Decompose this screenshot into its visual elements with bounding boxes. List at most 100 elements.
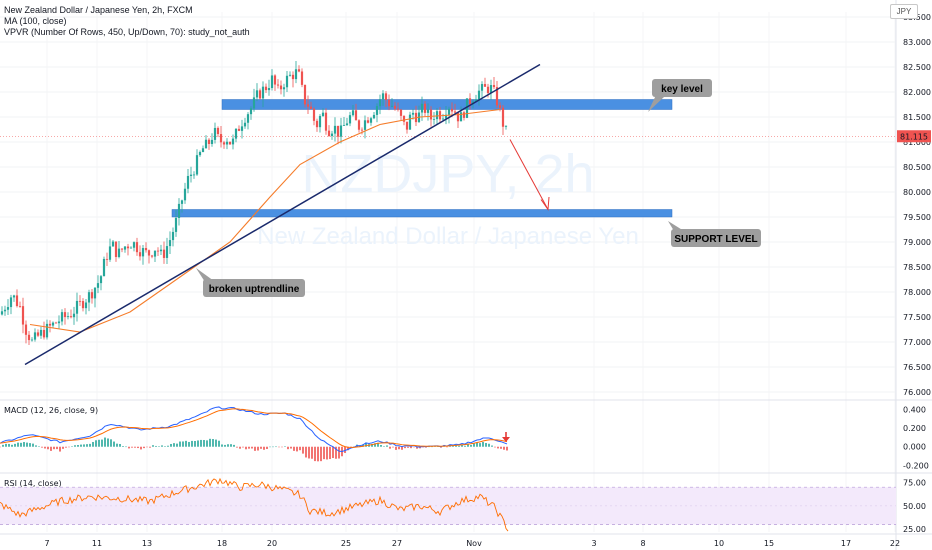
candle-body [27,334,31,341]
broken-uptrendline-callout-label: broken uptrendline [209,284,300,295]
candle-body [30,339,34,341]
candle-body [459,112,463,122]
time-axis-label: 11 [92,539,102,548]
candle-body [72,313,76,318]
macd-histogram-bar [113,441,115,447]
candle-body [150,255,154,257]
macd-histogram-bar [227,444,229,447]
macd-histogram-bar [383,446,385,447]
time-axis-label: 8 [640,539,645,548]
candle-body [492,85,496,88]
candle-body [33,332,37,340]
macd-histogram-bar [23,442,25,447]
candle-body [69,316,73,318]
macd-histogram-bar [152,445,154,447]
macd-histogram-bar [137,446,139,449]
candle-body [252,97,256,109]
rsi-axis-label: 50.00 [903,502,926,511]
macd-histogram-bar [500,446,502,449]
candle-body [309,106,313,109]
macd-histogram-bar [296,446,298,452]
time-axis-label: 15 [764,539,774,548]
candle-body [495,87,499,106]
macd-histogram-bar [323,446,325,460]
candle-body [171,231,175,241]
price-axis-label: 76.500 [903,363,931,372]
price-axis-label: 78.000 [903,288,931,297]
macd-histogram-bar [230,444,232,447]
macd-histogram-bar [212,439,214,447]
macd-histogram-bar [167,445,169,447]
candle-body [432,119,436,120]
candle-body [18,306,22,307]
macd-histogram-bar [200,439,202,447]
candle-body [111,241,115,247]
candle-body [453,111,457,113]
macd-histogram-bar [254,446,256,451]
candle-body [63,312,67,318]
candle-body [162,249,166,258]
candle-body [75,300,79,314]
candle-body [468,98,472,105]
macd-histogram-bar [233,444,235,447]
candle-body [237,128,241,131]
candle-body [174,217,178,232]
candle-body [123,246,127,250]
candle-body [348,115,352,124]
macd-histogram-bar [2,444,4,447]
time-axis-label: 17 [841,539,851,548]
macd-histogram-bar [362,444,364,447]
time-axis-label: Nov [466,539,482,548]
candle-body [153,250,157,257]
currency-button[interactable]: JPY [890,4,918,19]
macd-histogram-bar [158,446,160,447]
candle-body [246,114,250,123]
macd-histogram-bar [122,446,124,447]
candle-body [369,118,373,123]
macd-histogram-bar [488,443,490,447]
candle-body [3,309,7,312]
current-price-label: 81.115 [900,132,928,141]
time-axis-label: 27 [392,539,402,548]
macd-histogram-bar [245,446,247,450]
support-level-callout-box [671,229,761,247]
price-axis-label: 82.000 [903,88,931,97]
candle-body [477,90,481,100]
candle-body [231,138,235,145]
macd-histogram-bar [491,445,493,447]
time-axis-label: 10 [714,539,724,548]
candle-body [24,324,28,335]
candle-body [387,99,391,107]
macd-histogram-bar [314,446,316,462]
macd-histogram-bar [242,446,244,448]
macd-histogram-bar [374,443,376,447]
macd-histogram-bar [407,446,409,448]
macd-histogram-bar [110,439,112,447]
macd-histogram-bar [239,446,241,449]
candle-body [9,297,13,308]
time-axis-label: 25 [341,539,351,548]
macd-histogram-bar [416,446,418,449]
projection-arrow-head [540,196,550,211]
macd-histogram-bar [0,446,1,448]
support-level-callout-label: SUPPORT LEVEL [674,234,757,245]
candle-body [102,258,106,277]
watermark-ticker: NZDJPY, 2h [301,144,594,204]
ma-line [29,108,501,333]
candle-body [357,120,361,130]
candle-body [255,90,259,98]
candle-body [429,109,433,120]
candle-body [276,84,280,86]
macd-histogram-bar [287,446,289,450]
candle-body [402,115,406,122]
macd-histogram-bar [83,444,85,447]
macd-histogram-bar [302,446,304,454]
price-axis-label: 79.500 [903,213,931,222]
macd-histogram-bar [305,446,307,458]
macd-histogram-bar [44,446,46,449]
macd-histogram-bar [275,446,277,448]
macd-histogram-bar [53,446,55,450]
candle-body [207,139,211,144]
macd-histogram-bar [251,446,253,449]
